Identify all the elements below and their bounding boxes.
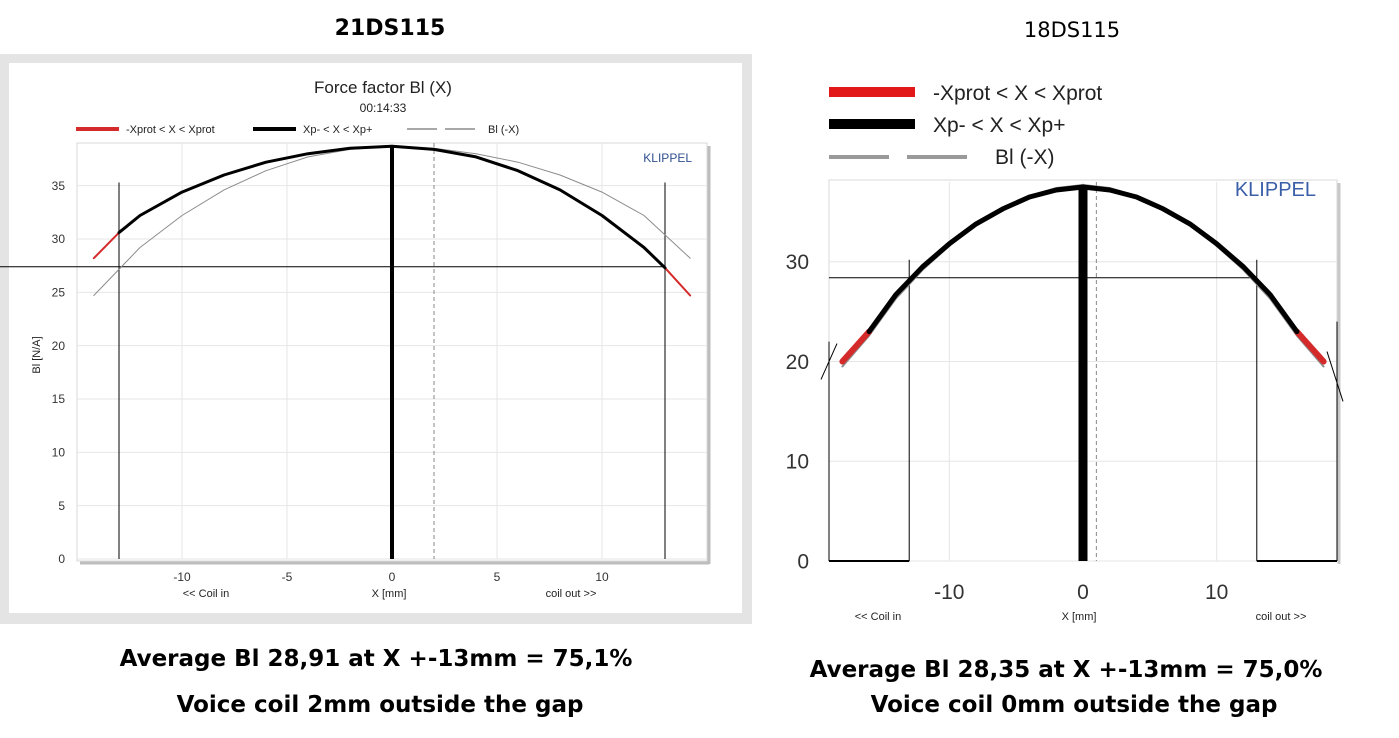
caption-left-average: Average Bl 28,91 at X +-13mm = 75,1% [119,646,633,672]
klippel-watermark: KLIPPEL [1235,179,1316,201]
chart-title: Force factor Bl (X) [314,78,452,97]
chart-subtitle-time: 00:14:33 [360,101,407,115]
x-axis-label-left: << Coil in [855,611,901,623]
y-tick-label: 30 [786,251,809,274]
x-tick-label: 5 [494,570,501,584]
caption-left-coil: Voice coil 2mm outside the gap [176,692,584,718]
legend-label-xp: Xp- < X < Xp+ [933,114,1066,137]
y-tick-label: 10 [786,451,809,474]
series-line-xp [117,144,667,270]
caption-right-average: Average Bl 28,35 at X +-13mm = 75,0% [809,657,1323,683]
edge-tick-right [1326,351,1344,402]
x-tick-label: 0 [389,570,396,584]
y-tick-label: 5 [58,499,65,513]
x-axis-label-right: coil out >> [1256,611,1307,623]
x-axis-label: X [mm] [1062,611,1097,623]
klippel-watermark: KLIPPEL [643,151,692,165]
legend-label-mirror: Bl (-X) [995,146,1055,169]
y-tick-label: 10 [52,446,66,460]
series-line-prot-negative [839,328,873,365]
y-tick-label: 35 [52,179,66,193]
series-line-prot-negative [92,231,120,260]
x-axis-label-right: coil out >> [546,588,597,600]
x-tick-label: 0 [1077,581,1089,604]
tick-labels: -10 0 10 0 10 20 30 [786,251,1229,604]
x-axis-label: X [mm] [372,588,407,600]
x-tick-label: 10 [595,570,609,584]
x-tick-label: -10 [173,570,191,584]
y-tick-label: 15 [52,392,66,406]
y-tick-label: 0 [58,552,65,566]
x-tick-label: -5 [282,570,293,584]
caption-right-coil: Voice coil 0mm outside the gap [870,692,1278,718]
series-line-prot-positive [664,266,692,297]
data-series [92,144,692,297]
legend-label-mirror: Bl (-X) [488,124,519,136]
x-axis-label-left: << Coil in [183,588,229,600]
x-tick-label: 10 [1205,581,1228,604]
edge-tick-left [820,343,838,380]
y-tick-label: 30 [52,232,66,246]
series-line-xp [866,184,1300,335]
y-tick-label: 0 [797,550,809,573]
legend-label-prot: -Xprot < X < Xprot [933,82,1102,105]
y-tick-label: 25 [52,286,66,300]
chart-heading-right: 18DS115 [1023,18,1121,42]
reference-lines [820,182,1344,562]
x-tick-label: -10 [934,581,964,604]
legend-label-prot: -Xprot < X < Xprot [126,124,215,136]
series-line-prot-positive [1293,328,1327,365]
tick-labels: -10 -5 0 5 10 0 5 10 15 20 25 30 35 [52,179,609,584]
y-tick-label: 20 [786,351,809,374]
chart-heading-left: 21DS115 [334,16,446,41]
y-axis-label: Bl [N/A] [31,336,43,373]
data-series [839,184,1327,368]
y-tick-label: 20 [52,339,66,353]
legend-label-xp: Xp- < X < Xp+ [303,124,372,136]
reference-lines [0,143,666,559]
